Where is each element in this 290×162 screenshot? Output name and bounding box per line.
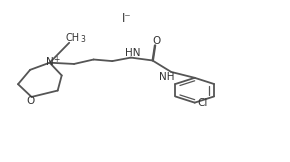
- Text: N: N: [46, 57, 54, 67]
- Text: NH: NH: [159, 72, 175, 82]
- Text: +: +: [53, 55, 60, 64]
- Text: 3: 3: [81, 35, 86, 44]
- Text: I⁻: I⁻: [122, 12, 131, 25]
- Text: O: O: [26, 96, 34, 106]
- Text: CH: CH: [66, 33, 80, 43]
- Text: O: O: [152, 36, 161, 46]
- Text: Cl: Cl: [197, 98, 207, 108]
- Text: HN: HN: [125, 48, 140, 58]
